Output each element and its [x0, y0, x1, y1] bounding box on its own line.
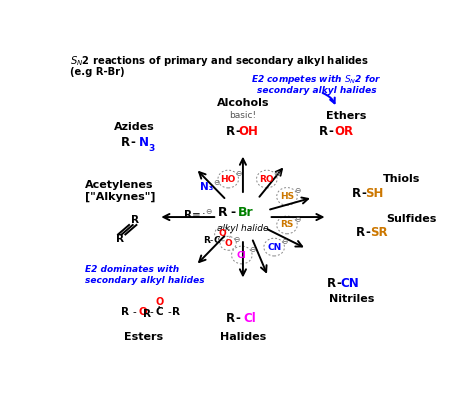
Text: R: R — [144, 309, 151, 319]
Text: SH: SH — [365, 187, 383, 200]
Text: ⊖: ⊖ — [274, 169, 280, 178]
Text: Nitriles: Nitriles — [328, 294, 374, 304]
Text: -: - — [365, 226, 370, 239]
Text: ["Alkynes"]: ["Alkynes"] — [85, 192, 155, 202]
Text: ⊖: ⊖ — [281, 237, 288, 246]
Text: R: R — [319, 125, 328, 138]
Text: basic!: basic! — [229, 111, 256, 120]
Text: R: R — [218, 206, 228, 219]
Text: O: O — [219, 229, 227, 238]
Text: secondary alkyl halides: secondary alkyl halides — [85, 276, 205, 285]
Text: $S_N$2 reactions of primary and secondary alkyl halides: $S_N$2 reactions of primary and secondar… — [70, 54, 369, 68]
Text: R: R — [352, 187, 361, 200]
Text: secondary alkyl halides: secondary alkyl halides — [256, 86, 376, 95]
Text: R: R — [130, 215, 138, 225]
Text: -: - — [167, 307, 171, 317]
Text: :: : — [201, 210, 205, 220]
Text: Cl: Cl — [237, 251, 246, 259]
Text: C: C — [155, 307, 163, 317]
Text: ⊖: ⊖ — [235, 169, 242, 178]
Text: ⊖: ⊖ — [233, 235, 239, 244]
Text: ⊖: ⊖ — [213, 178, 219, 187]
Text: Esters: Esters — [124, 332, 164, 342]
Text: Sulfides: Sulfides — [386, 214, 437, 224]
Text: -: - — [230, 206, 235, 219]
Text: SR: SR — [370, 226, 388, 239]
Text: OH: OH — [238, 125, 258, 138]
Text: 3: 3 — [149, 143, 155, 152]
Text: OR: OR — [334, 125, 354, 138]
Text: R: R — [116, 234, 124, 244]
Text: RS: RS — [280, 220, 294, 229]
Text: E2 competes with $S_N$2 for: E2 competes with $S_N$2 for — [251, 73, 382, 86]
Text: E2 dominates with: E2 dominates with — [85, 265, 179, 274]
Text: R: R — [173, 307, 181, 317]
Text: (e.g R-Br): (e.g R-Br) — [70, 67, 125, 77]
Text: O: O — [224, 239, 232, 248]
Text: -: - — [236, 312, 240, 325]
Text: Acetylenes: Acetylenes — [85, 180, 154, 190]
Text: Thiols: Thiols — [383, 174, 420, 184]
Text: -: - — [336, 277, 341, 290]
Text: Ethers: Ethers — [326, 111, 366, 121]
Text: N₃: N₃ — [200, 182, 213, 192]
Text: ⊖: ⊖ — [294, 215, 301, 224]
Text: R: R — [121, 307, 129, 317]
Text: R: R — [121, 136, 130, 149]
Text: -: - — [210, 236, 213, 245]
Text: RO: RO — [259, 175, 274, 184]
Text: R: R — [356, 226, 365, 239]
Text: CN: CN — [341, 277, 360, 290]
Text: Cl: Cl — [243, 312, 256, 325]
Text: Alcohols: Alcohols — [217, 98, 269, 108]
Text: HS: HS — [280, 192, 294, 201]
Text: C: C — [214, 236, 220, 245]
Text: R: R — [184, 210, 192, 220]
Text: R: R — [226, 312, 235, 325]
Text: -: - — [362, 187, 366, 200]
Text: -: - — [328, 125, 334, 138]
Text: O: O — [138, 307, 147, 317]
Text: Br: Br — [238, 206, 254, 219]
Text: N: N — [139, 136, 149, 149]
Text: R: R — [327, 277, 336, 290]
Text: CN: CN — [267, 242, 281, 252]
Text: Azides: Azides — [114, 122, 155, 132]
Text: R: R — [226, 125, 235, 138]
Text: ⊖: ⊖ — [294, 186, 301, 195]
Text: ≡: ≡ — [192, 210, 201, 220]
Text: -: - — [133, 307, 137, 317]
Text: Halides: Halides — [220, 332, 266, 342]
Text: alkyl halide: alkyl halide — [217, 224, 269, 233]
Text: R: R — [203, 236, 210, 245]
Text: -: - — [130, 136, 135, 149]
Text: ⊖: ⊖ — [205, 207, 211, 216]
Text: -: - — [150, 307, 154, 317]
Text: O: O — [155, 298, 164, 307]
Text: HO: HO — [220, 175, 236, 184]
Text: ⊖: ⊖ — [249, 245, 255, 254]
Text: -: - — [235, 125, 240, 138]
